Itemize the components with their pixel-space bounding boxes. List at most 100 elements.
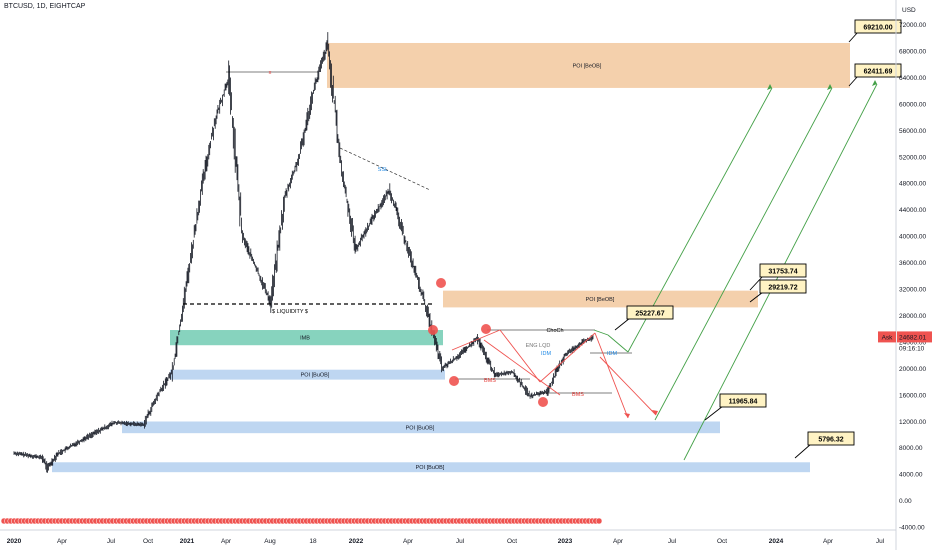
callout-box-4 [626, 305, 674, 320]
x-tick-label: Jul [876, 538, 885, 545]
bms-label-3: BMS [432, 326, 444, 332]
callout-box-3 [759, 279, 807, 294]
callout-value-1: 62411.69 [864, 69, 893, 76]
zone-label-3: POI [BuOB] [301, 373, 330, 379]
zone-rect-2 [170, 330, 443, 346]
callout-pointer-1 [848, 75, 859, 87]
y-tick-label: 8000.00 [899, 445, 923, 452]
x-tick-label: Oct [143, 538, 153, 545]
swing-point-circle-2 [481, 324, 491, 334]
projection-green-0 [607, 334, 629, 353]
projection-red-3 [594, 332, 629, 419]
callout-box-0 [854, 19, 902, 34]
poi-zones: POI [BeOB] POI [BeOB] IMB POI [BuOB] POI [Bu… [52, 42, 850, 473]
callout-box-6 [807, 431, 855, 446]
y-tick-label: 4000.00 [899, 472, 923, 479]
callout-box-5 [719, 393, 767, 408]
x-tick-label: Oct [507, 538, 517, 545]
y-tick-label: 32000.00 [899, 287, 926, 294]
callout-value-3: 29219.72 [768, 285, 797, 292]
projection-red-arrow-1 [652, 410, 658, 415]
y-tick-label: 72000.00 [899, 22, 926, 29]
x-tick-label: 2022 [349, 538, 364, 545]
callout-value-6: 5796.32 [818, 437, 843, 444]
eng-lqd-label: ENG LQD [526, 343, 551, 349]
projection-red-0 [451, 329, 501, 351]
idm-label-2: IDM [607, 351, 618, 357]
ask-price-bg [897, 331, 932, 343]
bms-label-2: BMS [572, 392, 584, 398]
y-tick-label: 56000.00 [899, 128, 926, 135]
projection-green-arrow-0 [767, 84, 772, 90]
zone-rect-4 [122, 421, 720, 434]
projection-green-arrow-2 [872, 80, 877, 86]
y-tick-label: 36000.00 [899, 260, 926, 267]
callout-pointer-3 [749, 291, 764, 303]
chart-header-symbol: BTCUSD, 1D, EIGHTCAP [4, 3, 86, 10]
ask-countdown: 09:16:10 [899, 345, 925, 352]
zone-label-0: POI [BeOB] [573, 63, 602, 69]
x-tick-label: Apr [823, 538, 834, 545]
event-marker [595, 517, 603, 525]
y-tick-label: 12000.00 [899, 419, 926, 426]
x-tick-label: 2021 [180, 538, 195, 545]
callout-pointer-0 [848, 31, 859, 43]
x-tick-label: 18 [309, 538, 317, 545]
swing-point-circle-1 [428, 325, 438, 335]
ssl-label: SSL [378, 167, 388, 173]
x-tick-label: 2024 [769, 538, 784, 545]
y-tick-label: 20000.00 [899, 366, 926, 373]
y-tick-label: 48000.00 [899, 181, 926, 188]
x-tick-label: Jul [456, 538, 465, 545]
y-tick-label: 0.00 [899, 498, 912, 505]
y-tick-label: 64000.00 [899, 75, 926, 82]
y-tick-label: 16000.00 [899, 392, 926, 399]
callout-box-1 [854, 63, 902, 78]
projection-green-arrow-1 [827, 84, 832, 90]
zone-label-4: POI [BuOB] [406, 425, 435, 431]
x-tick-label: Jul [668, 538, 677, 545]
callout-value-0: 69210.00 [863, 25, 892, 32]
projection-red-4 [599, 356, 657, 416]
y-tick-label: 40000.00 [899, 234, 926, 241]
idm-label-1: IDM [541, 351, 552, 357]
ask-tag-bg [878, 331, 896, 343]
y-tick-label: 24000.00 [899, 339, 926, 346]
zone-rect-0 [327, 42, 850, 88]
y-tick-label: 28000.00 [899, 313, 926, 320]
price-callouts: 69210.00 62411.69 31753.74 29219.72 25227.67… [614, 19, 902, 459]
liquidity-label: $ LIQUIDITY $ [272, 309, 308, 315]
x-tick-label: Oct [717, 538, 727, 545]
projection-red-2 [539, 332, 596, 383]
y-tick-label: 44000.00 [899, 207, 926, 214]
ssl-line [339, 147, 431, 191]
y-tick-label: 68000.00 [899, 48, 926, 55]
zone-label-5: POI [BuOB] [416, 465, 445, 471]
x-tick-label: 2020 [7, 538, 22, 545]
zone-rect-1 [443, 290, 758, 308]
x-tick-label: Apr [403, 538, 414, 545]
callout-pointer-5 [704, 405, 724, 421]
bms-label-1: BMS [484, 378, 496, 384]
callout-pointer-4 [614, 317, 631, 331]
callout-value-5: 11965.84 [729, 399, 758, 406]
projection-green-4 [593, 329, 609, 336]
projection-green-2 [654, 87, 833, 421]
choch-label: ChoCh [546, 328, 563, 334]
zone-rect-3 [170, 369, 445, 380]
projection-red-1 [499, 329, 541, 383]
zone-rect-5 [52, 462, 810, 473]
callout-box-2 [759, 263, 807, 278]
price-series [13, 32, 594, 473]
y-axis-currency: USD [902, 7, 916, 14]
zone-label-2: IMB [300, 336, 310, 342]
ask-label: Ask [882, 334, 894, 341]
x-tick-label: Apr [613, 538, 624, 545]
zone-label-1: POI [BeOB] [586, 297, 615, 303]
projection-red-5 [483, 339, 561, 396]
ask-marker: Ask 24682.01 09:16:10 [878, 331, 932, 352]
swing-point-circle-3 [449, 376, 459, 386]
